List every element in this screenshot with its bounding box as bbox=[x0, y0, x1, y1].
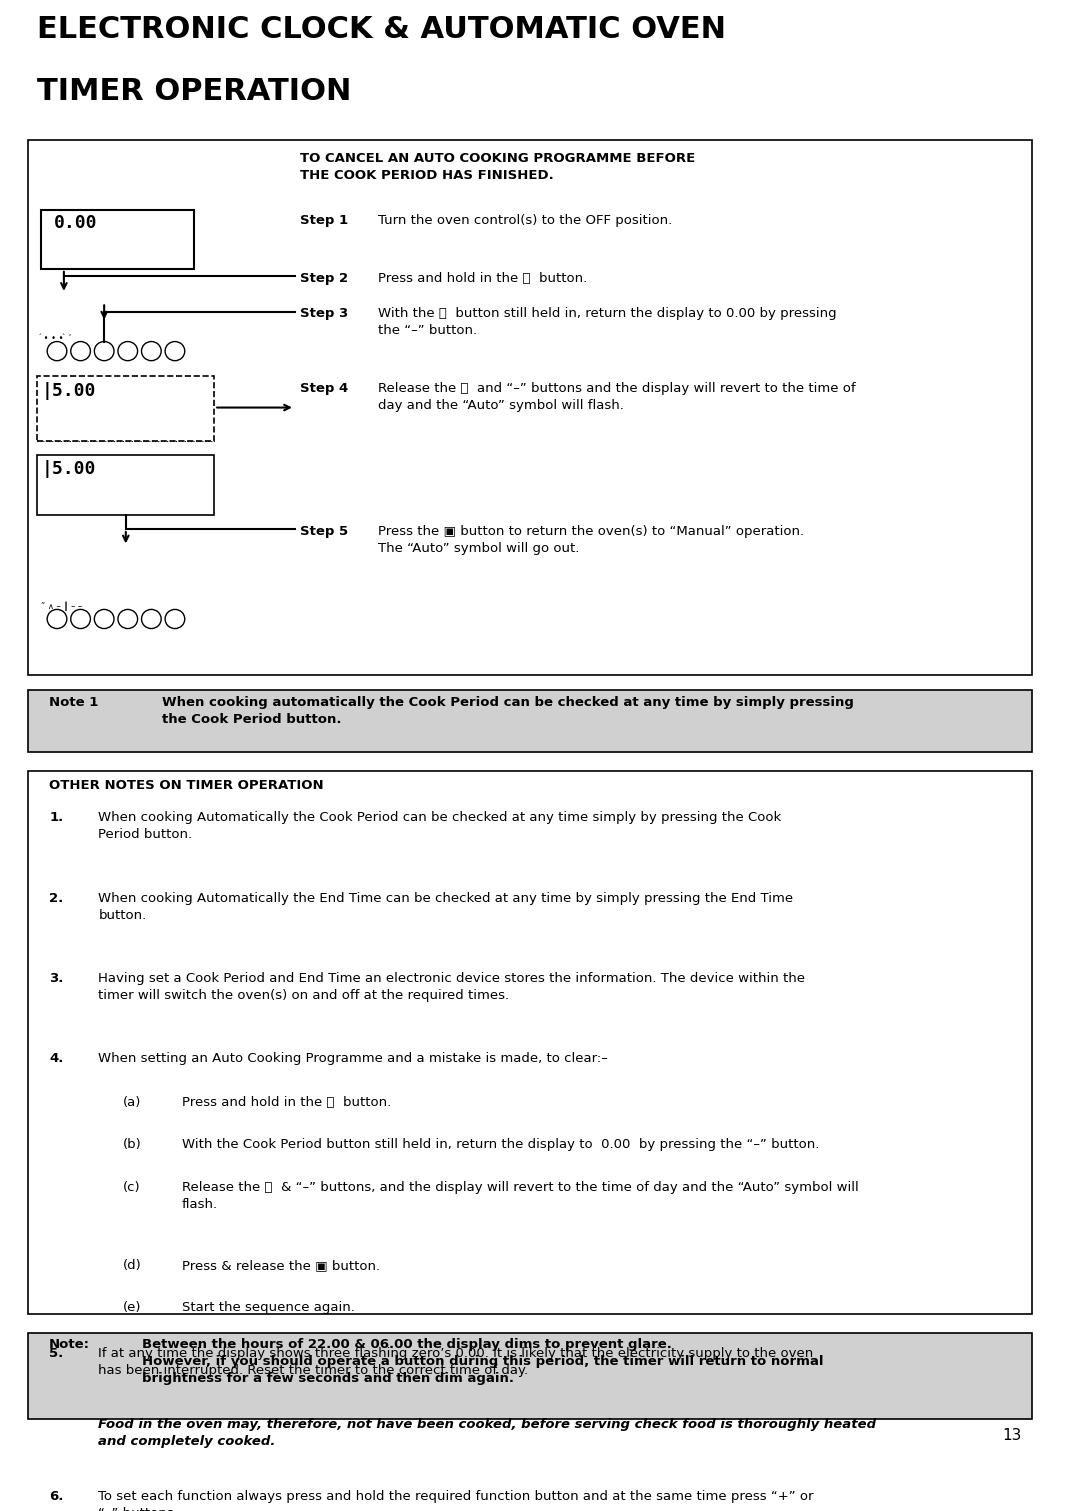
Text: |5.00: |5.00 bbox=[41, 461, 96, 477]
Text: 5.: 5. bbox=[49, 1346, 64, 1360]
Text: Having set a Cook Period and End Time an electronic device stores the informatio: Having set a Cook Period and End Time an… bbox=[98, 972, 806, 1002]
Text: Press the ▣ button to return the oven(s) to “Manual” operation.
The “Auto” symbo: Press the ▣ button to return the oven(s)… bbox=[378, 526, 805, 555]
Text: When cooking Automatically the End Time can be checked at any time by simply pre: When cooking Automatically the End Time … bbox=[98, 891, 794, 922]
Text: Start the sequence again.: Start the sequence again. bbox=[181, 1301, 354, 1315]
Text: (a): (a) bbox=[123, 1097, 141, 1109]
Text: If at any time the display shows three flashing zero’s 0.00. It is likely that t: If at any time the display shows three f… bbox=[98, 1346, 813, 1377]
Text: Step 2: Step 2 bbox=[300, 272, 348, 284]
Text: When setting an Auto Cooking Programme and a mistake is made, to clear:–: When setting an Auto Cooking Programme a… bbox=[98, 1052, 608, 1065]
Text: (c): (c) bbox=[123, 1180, 140, 1194]
Text: Step 4: Step 4 bbox=[300, 382, 348, 394]
Text: OTHER NOTES ON TIMER OPERATION: OTHER NOTES ON TIMER OPERATION bbox=[49, 778, 324, 792]
FancyBboxPatch shape bbox=[38, 455, 214, 515]
FancyBboxPatch shape bbox=[27, 139, 1031, 675]
Text: Press and hold in the ݮ  button.: Press and hold in the ݮ button. bbox=[378, 272, 588, 284]
Text: Turn the oven control(s) to the OFF position.: Turn the oven control(s) to the OFF posi… bbox=[378, 215, 673, 227]
FancyBboxPatch shape bbox=[27, 691, 1031, 752]
Text: Release the ݮ  and “–” buttons and the display will revert to the time of
day an: Release the ݮ and “–” buttons and the di… bbox=[378, 382, 856, 411]
Text: Note:: Note: bbox=[49, 1339, 90, 1351]
Text: Release the ݮ  & “–” buttons, and the display will revert to the time of day and: Release the ݮ & “–” buttons, and the dis… bbox=[181, 1180, 859, 1210]
Text: Step 3: Step 3 bbox=[300, 307, 348, 320]
Text: 2.: 2. bbox=[49, 891, 64, 905]
Text: To set each function always press and hold the required function button and at t: To set each function always press and ho… bbox=[98, 1490, 813, 1511]
Text: |5.00: |5.00 bbox=[41, 382, 96, 400]
Text: When cooking Automatically the Cook Period can be checked at any time simply by : When cooking Automatically the Cook Peri… bbox=[98, 811, 782, 842]
Text: ELECTRONIC CLOCK & AUTOMATIC OVEN: ELECTRONIC CLOCK & AUTOMATIC OVEN bbox=[38, 15, 727, 44]
Text: 4.: 4. bbox=[49, 1052, 64, 1065]
Text: ˜ ∧ – ┃ – –: ˜ ∧ – ┃ – – bbox=[41, 601, 82, 612]
Text: Step 1: Step 1 bbox=[300, 215, 348, 227]
Text: With the Cook Period button still held in, return the display to  0.00  by press: With the Cook Period button still held i… bbox=[181, 1138, 820, 1151]
Text: Step 5: Step 5 bbox=[300, 526, 348, 538]
Text: (e): (e) bbox=[123, 1301, 141, 1315]
Text: TO CANCEL AN AUTO COOKING PROGRAMME BEFORE
THE COOK PERIOD HAS FINISHED.: TO CANCEL AN AUTO COOKING PROGRAMME BEFO… bbox=[300, 153, 696, 183]
FancyBboxPatch shape bbox=[41, 210, 193, 269]
Text: (b): (b) bbox=[123, 1138, 141, 1151]
Text: With the ݮ  button still held in, return the display to 0.00 by pressing
the “–”: With the ݮ button still held in, return … bbox=[378, 307, 837, 337]
Text: Note 1: Note 1 bbox=[49, 695, 98, 709]
Text: When cooking automatically the Cook Period can be checked at any time by simply : When cooking automatically the Cook Peri… bbox=[162, 695, 854, 725]
Text: Press & release the ▣ button.: Press & release the ▣ button. bbox=[181, 1259, 380, 1272]
FancyBboxPatch shape bbox=[38, 376, 214, 441]
Text: 0.00: 0.00 bbox=[54, 215, 97, 233]
Text: 13: 13 bbox=[1002, 1428, 1022, 1443]
Text: 3.: 3. bbox=[49, 972, 64, 985]
Text: ́ • • • ̀ ’: ́ • • • ̀ ’ bbox=[41, 334, 71, 343]
Text: (d): (d) bbox=[123, 1259, 141, 1272]
Text: Press and hold in the ݮ  button.: Press and hold in the ݮ button. bbox=[181, 1097, 391, 1109]
Text: TIMER OPERATION: TIMER OPERATION bbox=[38, 77, 352, 106]
FancyBboxPatch shape bbox=[27, 771, 1031, 1313]
Text: Food in the oven may, therefore, not have been cooked, before serving check food: Food in the oven may, therefore, not hav… bbox=[98, 1417, 876, 1448]
FancyBboxPatch shape bbox=[27, 1333, 1031, 1419]
Text: 1.: 1. bbox=[49, 811, 64, 825]
Text: 6.: 6. bbox=[49, 1490, 64, 1502]
Text: Between the hours of 22.00 & 06.00 the display dims to prevent glare.
However, i: Between the hours of 22.00 & 06.00 the d… bbox=[143, 1339, 824, 1386]
